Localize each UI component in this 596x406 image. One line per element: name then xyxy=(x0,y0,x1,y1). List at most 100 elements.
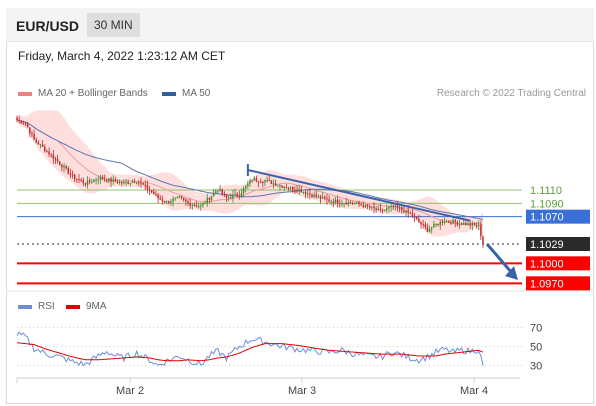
rsi-legend-label: RSI xyxy=(38,301,55,312)
candle-body xyxy=(155,194,157,196)
candle-body xyxy=(277,185,279,187)
candle-body xyxy=(204,202,206,204)
candle-body xyxy=(69,173,72,175)
candle-body xyxy=(386,208,388,210)
candle-body xyxy=(187,201,189,204)
rsi-line xyxy=(16,331,484,367)
trendline xyxy=(247,169,471,222)
candle-body xyxy=(31,133,33,135)
candle-body xyxy=(230,197,232,199)
candle-body xyxy=(396,205,399,208)
candle-body xyxy=(22,123,25,125)
candle-body xyxy=(106,179,108,182)
candle-body xyxy=(364,204,367,208)
candle-body xyxy=(129,183,132,185)
candle-body xyxy=(56,159,59,162)
candle-body xyxy=(238,195,241,197)
candle-body xyxy=(161,199,164,201)
candle-body xyxy=(309,193,311,195)
candle-body xyxy=(50,154,52,156)
candle-body xyxy=(460,223,463,225)
candle-body xyxy=(298,189,300,192)
candle-body xyxy=(480,224,482,237)
candle-body xyxy=(247,183,249,186)
candle-body xyxy=(465,223,467,226)
candle-body xyxy=(133,181,136,183)
candle-body xyxy=(259,181,262,183)
candle-body xyxy=(473,223,476,225)
candle-body xyxy=(326,198,328,200)
level-label-1.1070: 1.1070 xyxy=(530,212,564,224)
candle-body xyxy=(347,202,350,205)
candle-body xyxy=(420,221,422,225)
chart-frame xyxy=(6,8,594,404)
candle-body xyxy=(112,179,114,182)
candle-body xyxy=(272,183,275,185)
candle-body xyxy=(456,222,459,225)
candle-body xyxy=(44,146,46,152)
level-label-1.0970: 1.0970 xyxy=(530,278,564,290)
candle-body xyxy=(236,193,238,196)
candle-body xyxy=(33,134,35,140)
x-tick-label: Mar 3 xyxy=(288,385,316,397)
candle-body xyxy=(123,182,125,184)
candle-body xyxy=(443,221,446,223)
candle-body xyxy=(262,181,264,183)
candle-body xyxy=(349,202,352,204)
9ma-legend-label: 9MA xyxy=(86,301,107,312)
interval-badge[interactable]: 30 MIN xyxy=(87,13,140,37)
ma50-legend-label: MA 50 xyxy=(182,88,211,99)
candle-body xyxy=(313,194,315,197)
candle-body xyxy=(281,185,283,188)
candle-body xyxy=(46,151,48,153)
candle-body xyxy=(16,117,18,121)
candle-body xyxy=(135,182,138,184)
candle-body xyxy=(185,199,187,202)
candle-body xyxy=(215,191,217,193)
candle-body xyxy=(360,204,362,206)
candle-body xyxy=(283,187,285,189)
candle-body xyxy=(471,223,474,226)
candle-body xyxy=(366,204,369,207)
candle-body xyxy=(200,205,202,207)
candle-body xyxy=(379,208,382,210)
candle-body xyxy=(405,210,407,213)
candle-body xyxy=(219,189,221,191)
legend-rsi: RSI xyxy=(18,301,55,312)
candle-body xyxy=(304,192,307,195)
candle-body xyxy=(381,209,384,211)
candle-body xyxy=(373,206,375,209)
candle-body xyxy=(54,158,57,160)
candle-body xyxy=(375,208,377,210)
candle-body xyxy=(450,222,452,224)
candle-body xyxy=(144,184,147,186)
candle-body xyxy=(67,168,70,174)
candle-body xyxy=(195,205,198,207)
candle-body xyxy=(99,177,102,180)
rsi-tick-70: 70 xyxy=(530,323,542,335)
level-label-1.1029: 1.1029 xyxy=(530,239,564,251)
level-tag-1.1000 xyxy=(526,256,590,271)
candle-body xyxy=(435,224,437,226)
candle-body xyxy=(287,188,290,190)
candle-body xyxy=(78,179,80,181)
candle-body xyxy=(174,197,176,199)
rsi-tick-30: 30 xyxy=(530,361,542,373)
level-tag-1.1029 xyxy=(526,237,590,251)
9ma-swatch xyxy=(66,304,80,309)
x-tick-label: Mar 4 xyxy=(460,385,488,397)
candle-body xyxy=(251,180,253,182)
candle-body xyxy=(52,154,55,159)
candle-body xyxy=(377,208,380,210)
candle-body xyxy=(345,203,347,205)
candle-body xyxy=(108,178,110,182)
candle-body xyxy=(302,192,305,194)
candle-body xyxy=(415,216,418,219)
candle-body xyxy=(409,212,412,214)
candle-body xyxy=(24,123,27,125)
candle-body xyxy=(225,194,228,198)
candle-body xyxy=(306,193,309,195)
candle-body xyxy=(61,164,63,168)
candle-body xyxy=(189,203,191,206)
candle-body xyxy=(148,189,151,191)
